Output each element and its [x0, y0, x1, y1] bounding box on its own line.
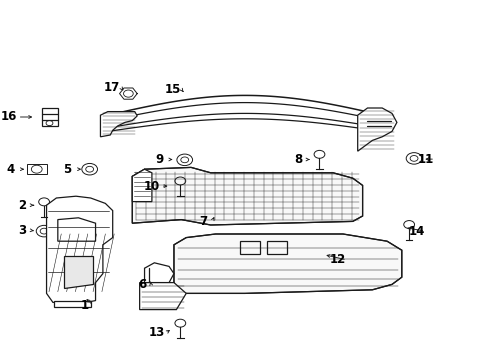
Polygon shape: [64, 256, 93, 288]
Text: 11: 11: [418, 153, 435, 166]
Polygon shape: [358, 108, 397, 151]
Polygon shape: [174, 234, 402, 293]
Text: 17: 17: [103, 81, 120, 94]
Polygon shape: [140, 283, 186, 310]
Text: 13: 13: [148, 327, 165, 339]
Polygon shape: [145, 263, 174, 283]
Text: 6: 6: [138, 278, 146, 291]
Polygon shape: [132, 169, 152, 202]
Text: 8: 8: [294, 153, 302, 166]
Text: 5: 5: [64, 163, 72, 176]
Text: 15: 15: [164, 83, 181, 96]
Text: 7: 7: [199, 215, 207, 228]
Polygon shape: [132, 167, 363, 225]
Text: 12: 12: [330, 253, 346, 266]
Polygon shape: [47, 196, 113, 302]
Text: 3: 3: [18, 224, 26, 237]
Text: 10: 10: [144, 180, 160, 193]
Polygon shape: [54, 301, 91, 307]
Text: 1: 1: [80, 299, 88, 312]
Text: 2: 2: [18, 199, 26, 212]
Text: 14: 14: [408, 225, 425, 238]
Text: 9: 9: [155, 153, 163, 166]
Polygon shape: [100, 112, 137, 137]
Text: 4: 4: [7, 163, 15, 176]
Text: 16: 16: [0, 111, 17, 123]
